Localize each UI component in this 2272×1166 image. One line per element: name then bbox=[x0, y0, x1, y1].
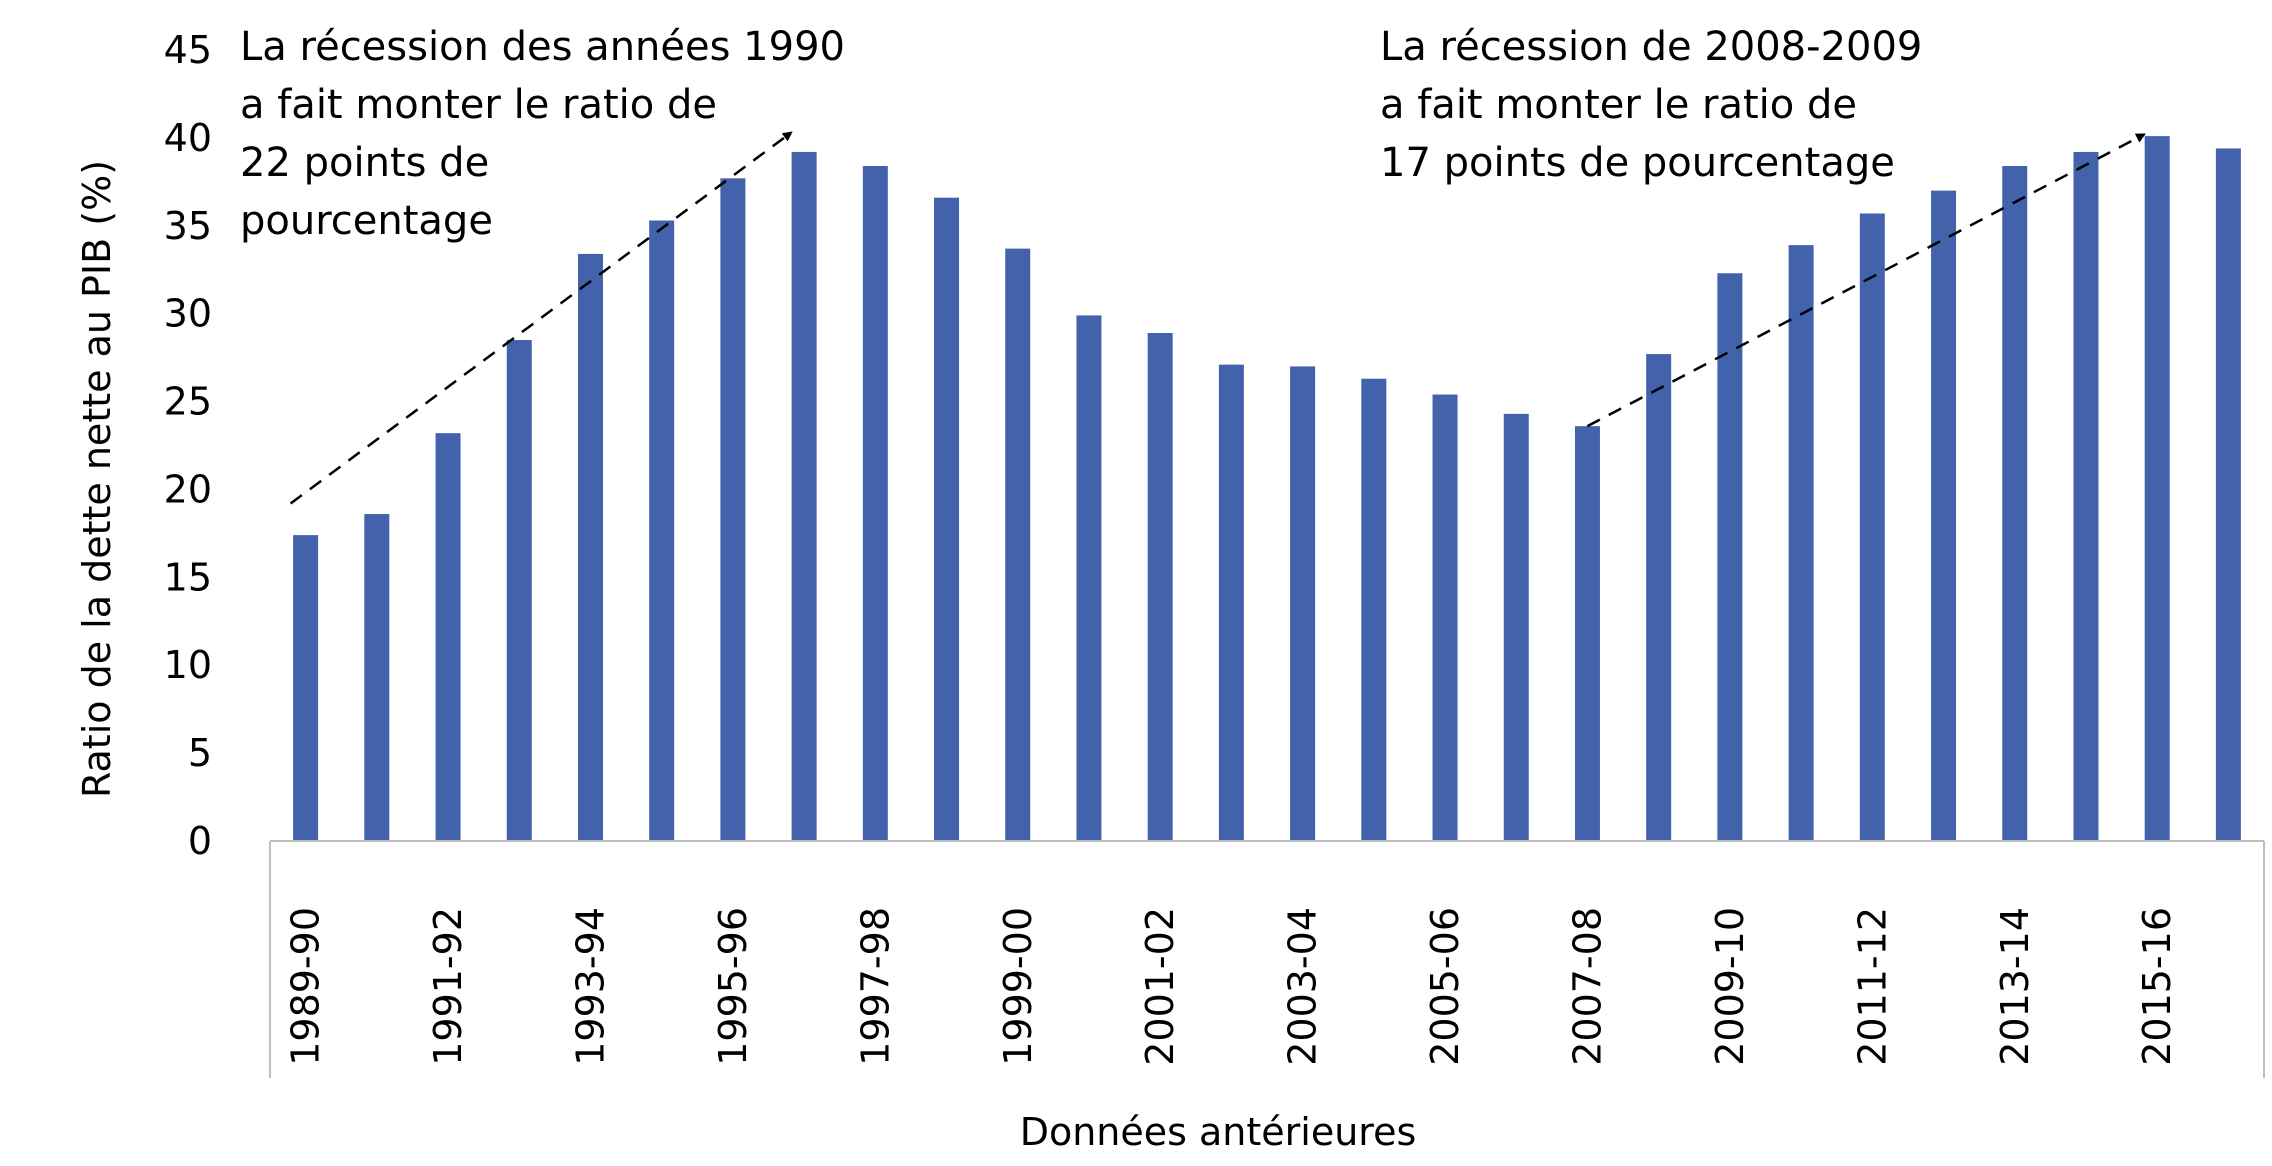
bar bbox=[934, 197, 960, 842]
y-tick-label: 25 bbox=[164, 380, 212, 424]
bar bbox=[435, 433, 461, 841]
bar bbox=[1859, 213, 1885, 841]
bar bbox=[1574, 426, 1600, 841]
x-tick-label: 1995-96 bbox=[711, 907, 755, 1066]
y-tick-label: 35 bbox=[164, 204, 212, 248]
bar bbox=[1147, 333, 1173, 841]
bar bbox=[293, 535, 319, 841]
annotation-arrow bbox=[1586, 133, 2146, 428]
bar bbox=[1290, 366, 1316, 841]
x-tick-label: 1997-98 bbox=[853, 907, 897, 1066]
x-tick-label: 1993-94 bbox=[568, 907, 612, 1066]
x-axis-title: Données antérieures bbox=[1020, 1110, 1417, 1154]
bar bbox=[1361, 378, 1387, 841]
bar bbox=[1788, 245, 1814, 841]
x-tick-label: 2001-02 bbox=[1138, 907, 1182, 1066]
x-tick-label: 2007-08 bbox=[1565, 907, 1609, 1066]
bar bbox=[1717, 273, 1743, 841]
annotation-line: 17 points de pourcentage bbox=[1380, 140, 1895, 186]
bar bbox=[2215, 148, 2241, 842]
bar bbox=[1218, 364, 1244, 841]
bar bbox=[1646, 354, 1672, 841]
y-tick-label: 0 bbox=[188, 819, 212, 863]
bar bbox=[506, 340, 532, 841]
x-tick-label: 1989-90 bbox=[284, 907, 328, 1066]
bar bbox=[1076, 315, 1102, 841]
annotation-line: a fait monter le ratio de bbox=[1380, 82, 1857, 128]
y-axis-title: Ratio de la dette nette au PIB (%) bbox=[75, 160, 119, 798]
bar bbox=[577, 253, 603, 841]
x-tick-label: 2013-14 bbox=[1993, 907, 2037, 1066]
y-tick-label: 10 bbox=[164, 643, 212, 687]
annotation-line: a fait monter le ratio de bbox=[240, 82, 717, 128]
y-tick-label: 15 bbox=[164, 555, 212, 599]
y-tick-label: 40 bbox=[164, 116, 212, 160]
x-tick-label: 2003-04 bbox=[1281, 907, 1325, 1066]
annotation-line: pourcentage bbox=[240, 198, 493, 244]
bar bbox=[1931, 190, 1957, 842]
x-tick-label: 2005-06 bbox=[1423, 907, 1467, 1066]
bar bbox=[2144, 136, 2170, 841]
bar bbox=[1005, 248, 1031, 841]
bar bbox=[649, 220, 675, 841]
bar bbox=[862, 166, 888, 842]
bar bbox=[2073, 151, 2099, 841]
bar bbox=[1432, 394, 1458, 841]
y-tick-label: 20 bbox=[164, 467, 212, 511]
annotation-arrow bbox=[289, 131, 793, 505]
annotation-line: La récession de 2008-2009 bbox=[1380, 24, 1922, 70]
x-tick-label: 2011-12 bbox=[1850, 907, 1894, 1066]
bar bbox=[1503, 413, 1529, 841]
annotation-line: La récession des années 1990 bbox=[240, 24, 845, 70]
x-tick-label: 2015-16 bbox=[2135, 907, 2179, 1066]
bar bbox=[2002, 166, 2028, 842]
x-tick-label: 2009-10 bbox=[1708, 907, 1752, 1066]
annotation-line: 22 points de bbox=[240, 140, 489, 186]
x-tick-label: 1999-00 bbox=[996, 907, 1040, 1066]
y-tick-label: 30 bbox=[164, 292, 212, 336]
bar bbox=[720, 178, 746, 842]
x-tick-label: 1991-92 bbox=[426, 907, 470, 1066]
bar bbox=[364, 514, 390, 841]
y-tick-label: 45 bbox=[164, 28, 212, 72]
y-tick-label: 5 bbox=[188, 731, 212, 775]
bar bbox=[791, 151, 817, 841]
